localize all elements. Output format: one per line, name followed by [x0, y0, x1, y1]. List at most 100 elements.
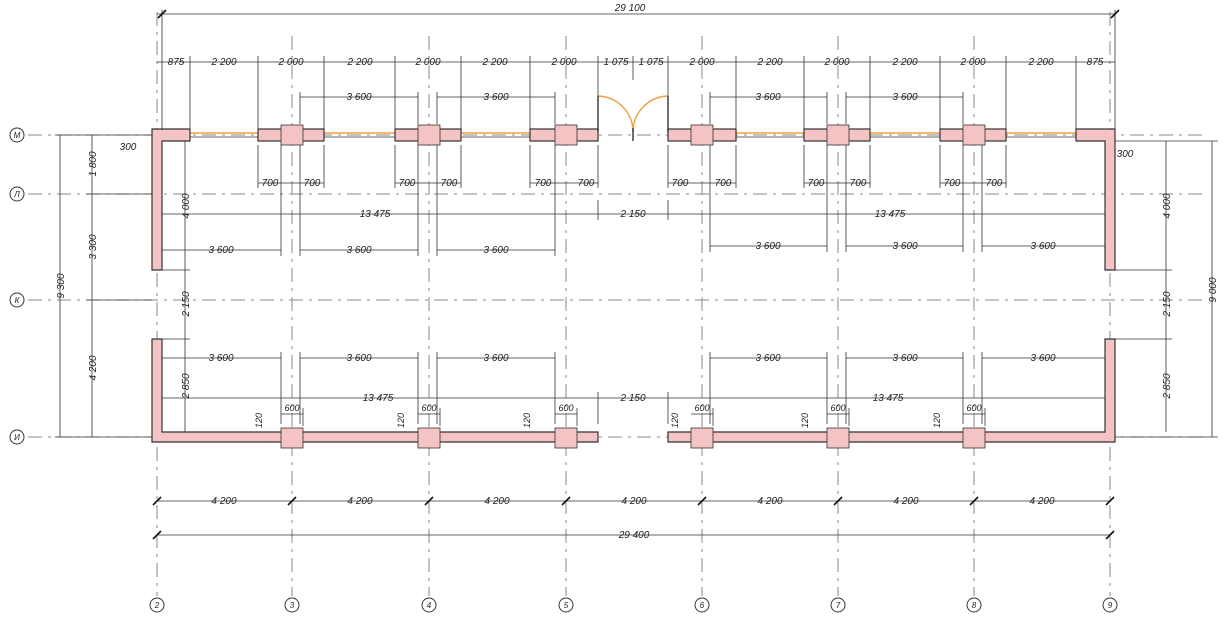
dim-text-left-wall-thickness: 300	[120, 142, 137, 153]
dim-text-spacing-top-0: 3 600	[346, 92, 371, 103]
dim-long-lower: 13 475 2 150 13 475	[162, 392, 1105, 424]
dim-text-top-9: 2 000	[688, 57, 714, 68]
dim-text-pilaster-6: 700	[672, 178, 689, 189]
dim-text-offset-4: 120	[800, 413, 810, 428]
dim-text-top-6: 2 000	[550, 57, 576, 68]
dim-text-colw-0: 600	[284, 403, 299, 413]
dim-text-colw-1: 600	[421, 403, 436, 413]
dim-text-bay-lo-4: 3 600	[892, 353, 917, 364]
column-bottom-7	[826, 427, 850, 449]
dim-right: 9 000 4 000 2 150 2 850 300	[1115, 140, 1219, 438]
dim-overall-bottom: 29 400	[152, 530, 1115, 541]
double-door	[597, 95, 669, 141]
axis-bubble-4	[421, 597, 437, 613]
dim-text-offset-3: 120	[670, 413, 680, 428]
dim-text-pilaster-3: 700	[441, 178, 458, 189]
dim-text-pilaster-10: 700	[944, 178, 961, 189]
dim-text-top-8: 1 075	[638, 57, 663, 68]
axis-label-6: 6	[700, 601, 705, 610]
axis-label-4: 4	[427, 601, 432, 610]
dim-text-bay-up-3: 3 600	[755, 241, 780, 252]
dim-text-long-1: 2 150	[619, 209, 645, 220]
dim-text-top-14: 2 200	[1027, 57, 1053, 68]
axis-label-9: 9	[1108, 601, 1113, 610]
dim-text-right-wall-lower: 2 850	[1162, 373, 1173, 399]
dim-text-bay-up-1: 3 600	[346, 245, 371, 256]
axis-bubbles: 2 3 4 5 6 7 8 9 М Л К И	[9, 127, 1118, 613]
dim-text-bay-lo-1: 3 600	[346, 353, 371, 364]
column-top-5	[554, 124, 578, 146]
axis-bubble-K	[9, 292, 25, 308]
dim-text-left-2: 4 200	[88, 355, 99, 380]
dim-text-pilaster-7: 700	[715, 178, 732, 189]
dim-text-bay-up-2: 3 600	[483, 245, 508, 256]
axis-bubble-I	[9, 429, 25, 445]
axis-bubble-7	[830, 597, 846, 613]
dim-text-pilaster-0: 700	[262, 178, 279, 189]
dim-text-top-4: 2 000	[414, 57, 440, 68]
axis-label-K: К	[15, 296, 21, 305]
dim-text-top-2: 2 000	[277, 57, 303, 68]
column-bottom-8	[962, 427, 986, 449]
dim-long-upper: 13 475 2 150 13 475	[162, 200, 1105, 220]
dim-text-offset-0: 120	[254, 413, 264, 428]
dim-text-bottom-6: 4 200	[1029, 496, 1054, 507]
dim-text-pilaster-1: 700	[304, 178, 321, 189]
dim-text-top-11: 2 000	[823, 57, 849, 68]
dim-text-top-7: 1 075	[603, 57, 628, 68]
column-bottom-5	[554, 427, 578, 449]
dim-text-top-0: 875	[168, 57, 185, 68]
dim-text-long-5: 13 475	[873, 393, 904, 404]
dim-text-left-wall-upper: 4 000	[181, 193, 192, 218]
dim-text-bay-lo-0: 3 600	[208, 353, 233, 364]
dim-text-colw-5: 600	[966, 403, 981, 413]
dim-text-spacing-top-2: 3 600	[755, 92, 780, 103]
dim-text-right-wall-gap: 2 150	[1162, 291, 1173, 317]
dim-pilasters: 700 700 700 700 700 700 700 700 700 700 …	[257, 145, 1007, 189]
dim-text-bottom-5: 4 200	[893, 496, 918, 507]
dim-text-bay-up-0: 3 600	[208, 245, 233, 256]
dim-text-colw-4: 600	[830, 403, 845, 413]
dim-text-top-3: 2 200	[346, 57, 372, 68]
axis-bubble-5	[558, 597, 574, 613]
dim-text-top-1: 2 200	[210, 57, 236, 68]
dim-text-offset-2: 120	[522, 413, 532, 428]
dim-text-top-12: 2 200	[891, 57, 917, 68]
dim-column-spacing-top: 3 600 3 600 3 600 3 600	[299, 92, 964, 124]
column-top-6	[690, 124, 714, 146]
dim-top-chain: 875 2 200 2 000 2 200 2 000 2 200 2 000 …	[157, 56, 1115, 130]
dim-text-spacing-top-1: 3 600	[483, 92, 508, 103]
dim-text-bay-lo-5: 3 600	[1030, 353, 1055, 364]
dim-text-overall-bottom: 29 400	[618, 530, 650, 541]
dim-text-top-13: 2 000	[959, 57, 985, 68]
dim-bays-lower: 3 600 3 600 3 600 3 600 3 600 3 600	[162, 352, 1105, 424]
right-upper-wall	[1075, 128, 1116, 271]
dim-text-long-2: 13 475	[875, 209, 906, 220]
dim-text-bay-lo-2: 3 600	[483, 353, 508, 364]
dim-text-long-0: 13 475	[360, 209, 391, 220]
dim-text-bay-lo-3: 3 600	[755, 353, 780, 364]
columns-bottom	[280, 427, 986, 449]
column-bottom-3	[280, 427, 304, 449]
dim-text-overall-right: 9 000	[1208, 277, 1219, 302]
dim-text-left-wall-lower: 2 850	[181, 373, 192, 399]
axis-bubble-2	[149, 597, 165, 613]
axis-bubble-8	[966, 597, 982, 613]
dim-text-top-5: 2 200	[481, 57, 507, 68]
axis-label-M: М	[14, 131, 21, 140]
dim-text-colw-2: 600	[558, 403, 573, 413]
axis-label-I: И	[14, 433, 20, 442]
dim-text-overall-top: 29 100	[614, 3, 646, 14]
door-arc-left	[597, 95, 634, 133]
column-bottom-6	[690, 427, 714, 449]
axis-label-5: 5	[564, 601, 569, 610]
dim-text-left-wall-gap: 2 150	[181, 291, 192, 317]
axis-bubble-3	[284, 597, 300, 613]
dim-text-long-3: 13 475	[363, 393, 394, 404]
dim-text-bottom-3: 4 200	[621, 496, 646, 507]
dim-text-pilaster-5: 700	[578, 178, 595, 189]
axis-bubble-9	[1102, 597, 1118, 613]
dim-overall-top: 29 100	[157, 3, 1120, 130]
axis-label-L: Л	[13, 190, 20, 199]
